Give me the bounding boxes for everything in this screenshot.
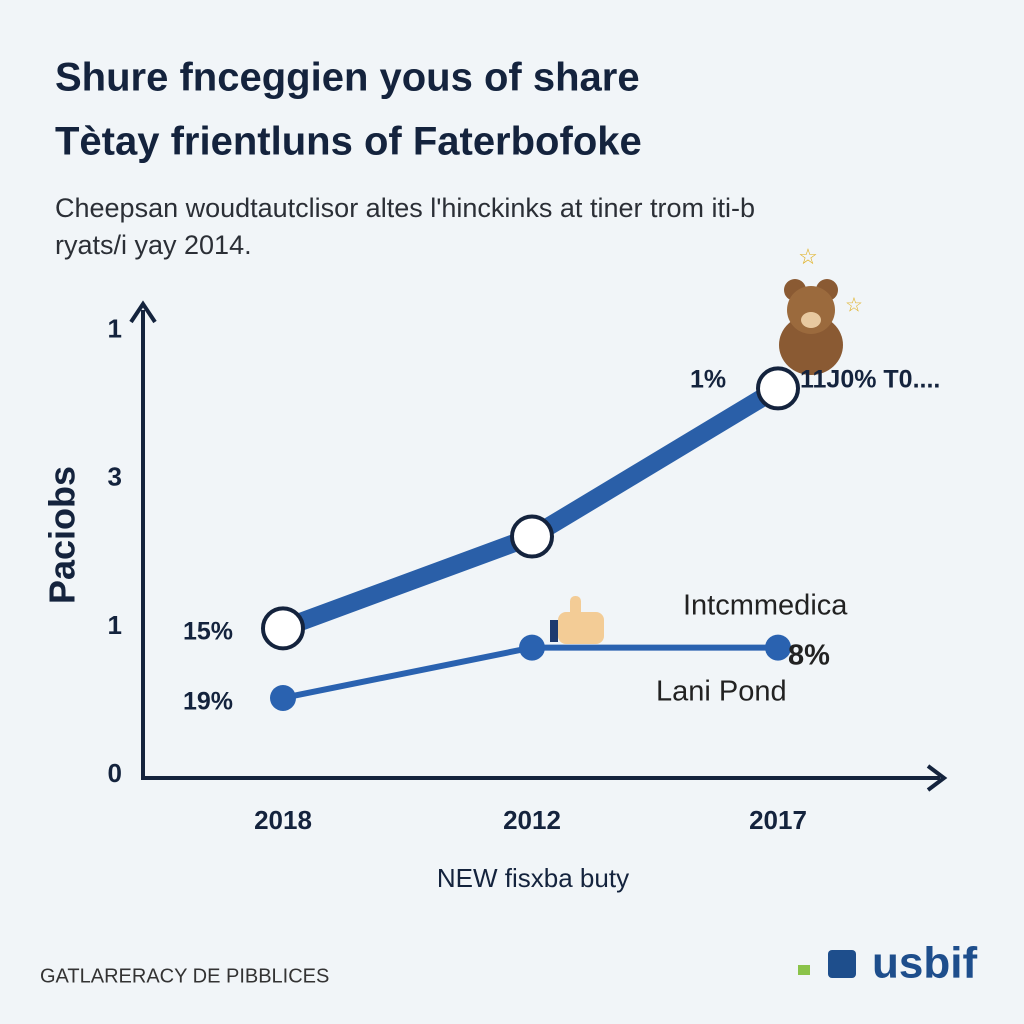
bear-icon: ☆ ☆: [779, 244, 863, 375]
x-tick-label: 2012: [503, 805, 561, 835]
subtitle: Cheepsan woudtautclisor altes l'hinckink…: [55, 193, 755, 223]
thumb-cuff: [550, 620, 558, 642]
bear-head: [787, 286, 835, 334]
y-tick-label: 1: [108, 610, 122, 640]
thumb: [570, 596, 581, 618]
logo: usbif: [798, 939, 977, 988]
x-tick-label: 2018: [254, 805, 312, 835]
thumb-hand: [558, 612, 604, 644]
y-tick-label: 3: [108, 462, 122, 492]
axis: [141, 310, 940, 780]
annotation: 8%: [788, 640, 830, 672]
annotation: 15%: [183, 618, 233, 646]
x-tick-label: 2017: [749, 805, 807, 835]
annotation: 11J0% T0....: [800, 366, 940, 394]
bear-body: [779, 315, 843, 375]
x-axis-label: NEW fisxba buty: [437, 863, 629, 893]
y-axis-label: Paciobs: [42, 466, 83, 604]
star: ☆: [798, 244, 818, 269]
marker: [519, 634, 545, 661]
marker: [261, 606, 305, 651]
thumb-icon: [550, 596, 604, 644]
chart-title: Shure fnceggien yous of share: [55, 56, 640, 100]
source: GATLARERACY DE PIBBLICES: [40, 965, 329, 987]
bear-snout: [801, 312, 821, 328]
axis-arrow: [129, 300, 157, 324]
logo-text: usbif: [872, 939, 977, 988]
annotation: Intcmmedica: [683, 590, 848, 622]
annotation: Lani Pond: [656, 676, 787, 708]
star: ☆: [845, 294, 863, 316]
subtitle: ryats/i yay 2014.: [55, 230, 252, 260]
y-tick-label: 0: [108, 758, 122, 788]
marker: [270, 684, 296, 711]
logo-icon: [798, 965, 810, 975]
annotation: 1%: [690, 366, 726, 394]
marker: [765, 634, 791, 661]
marker: [510, 514, 554, 559]
chart-title: Tètay frientluns of Faterbofoke: [55, 120, 642, 164]
y-tick-label: 1: [108, 314, 122, 344]
logo-icon: [828, 950, 856, 978]
axis-arrow: [926, 764, 948, 792]
marker: [756, 366, 800, 411]
annotation: 19%: [183, 688, 233, 716]
